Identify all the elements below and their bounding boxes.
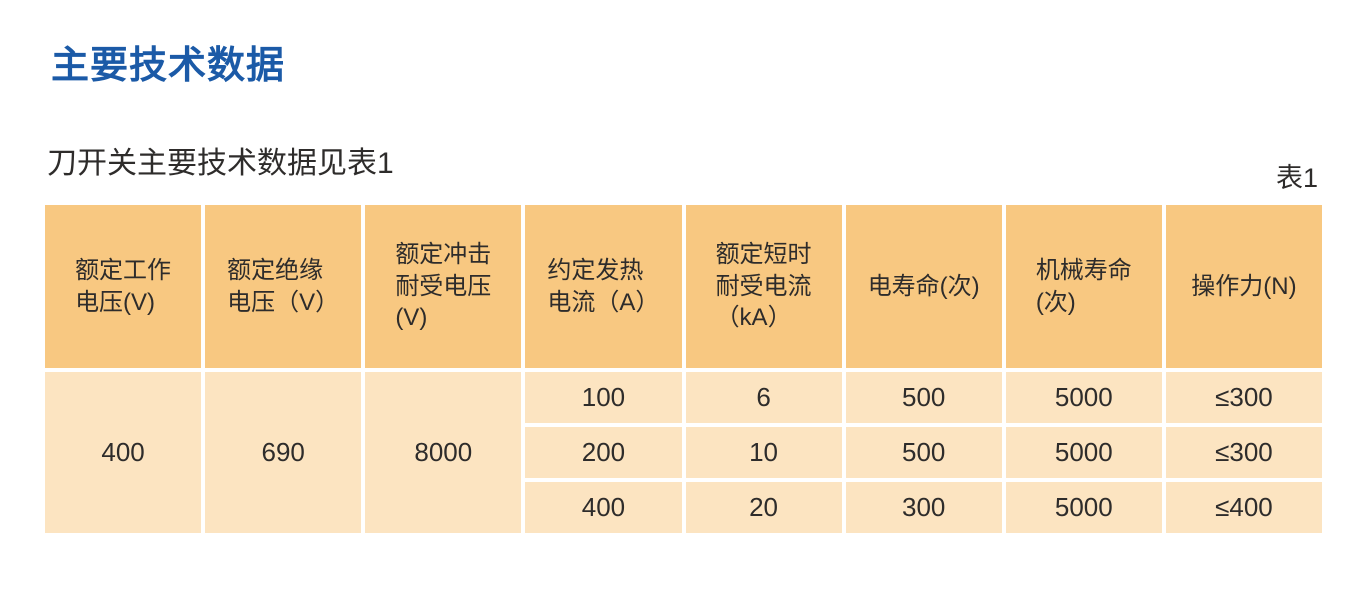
cell-mechanical-life: 5000 bbox=[1005, 482, 1162, 533]
cell-electrical-life: 300 bbox=[845, 482, 1002, 533]
header-label: 额定冲击 耐受电压 (V) bbox=[395, 240, 492, 332]
cell-insulation-voltage: 690 bbox=[205, 372, 362, 533]
header-label: 电寿命(次) bbox=[867, 272, 980, 300]
header-rated-working-voltage: 额定工作 电压(V) bbox=[45, 205, 202, 368]
tech-data-table: 额定工作 电压(V) 额定绝缘 电压（V） 额定冲击 耐受电压 (V) 约定发热… bbox=[41, 201, 1326, 537]
cell-operating-force: ≤300 bbox=[1165, 427, 1322, 478]
header-operating-force: 操作力(N) bbox=[1165, 205, 1322, 368]
cell-thermal-current: 200 bbox=[525, 427, 682, 478]
header-label: 操作力(N) bbox=[1191, 272, 1297, 300]
table-row: 400 20 300 5000 ≤400 bbox=[45, 482, 1322, 533]
cell-electrical-life: 500 bbox=[845, 372, 1002, 423]
cell-operating-force: ≤400 bbox=[1165, 482, 1322, 533]
cell-operating-force: ≤300 bbox=[1165, 372, 1322, 423]
table-label: 表1 bbox=[1276, 163, 1319, 193]
header-label: 约定发热 电流（A） bbox=[547, 256, 660, 316]
header-label: 额定绝缘 电压（V） bbox=[227, 256, 340, 316]
cell-mechanical-life: 5000 bbox=[1005, 372, 1162, 423]
page-title: 主要技术数据 bbox=[51, 45, 286, 87]
header-label: 额定短时 耐受电流 （kA） bbox=[715, 240, 812, 332]
cell-impulse-voltage: 8000 bbox=[365, 372, 522, 533]
header-label: 额定工作 电压(V) bbox=[75, 256, 172, 316]
header-row: 额定工作 电压(V) 额定绝缘 电压（V） 额定冲击 耐受电压 (V) 约定发热… bbox=[45, 205, 1322, 368]
cell-mechanical-life: 5000 bbox=[1005, 427, 1162, 478]
cell-short-time-current: 6 bbox=[685, 372, 842, 423]
cell-short-time-current: 10 bbox=[685, 427, 842, 478]
intro-text: 刀开关主要技术数据见表1 bbox=[47, 147, 394, 180]
header-mechanical-life: 机械寿命 (次) bbox=[1005, 205, 1162, 368]
cell-thermal-current: 400 bbox=[525, 482, 682, 533]
header-short-time-withstand-current: 额定短时 耐受电流 （kA） bbox=[685, 205, 842, 368]
header-electrical-life: 电寿命(次) bbox=[845, 205, 1002, 368]
table-row: 200 10 500 5000 ≤300 bbox=[45, 427, 1322, 478]
header-impulse-withstand-voltage: 额定冲击 耐受电压 (V) bbox=[365, 205, 522, 368]
cell-thermal-current: 100 bbox=[525, 372, 682, 423]
table-row: 400 690 8000 100 6 500 5000 ≤300 bbox=[45, 372, 1322, 533]
header-rated-insulation-voltage: 额定绝缘 电压（V） bbox=[205, 205, 362, 368]
header-conventional-thermal-current: 约定发热 电流（A） bbox=[525, 205, 682, 368]
cell-electrical-life: 500 bbox=[845, 427, 1002, 478]
header-label: 机械寿命 (次) bbox=[1035, 256, 1132, 316]
cell-short-time-current: 20 bbox=[685, 482, 842, 533]
cell-working-voltage: 400 bbox=[45, 372, 202, 533]
